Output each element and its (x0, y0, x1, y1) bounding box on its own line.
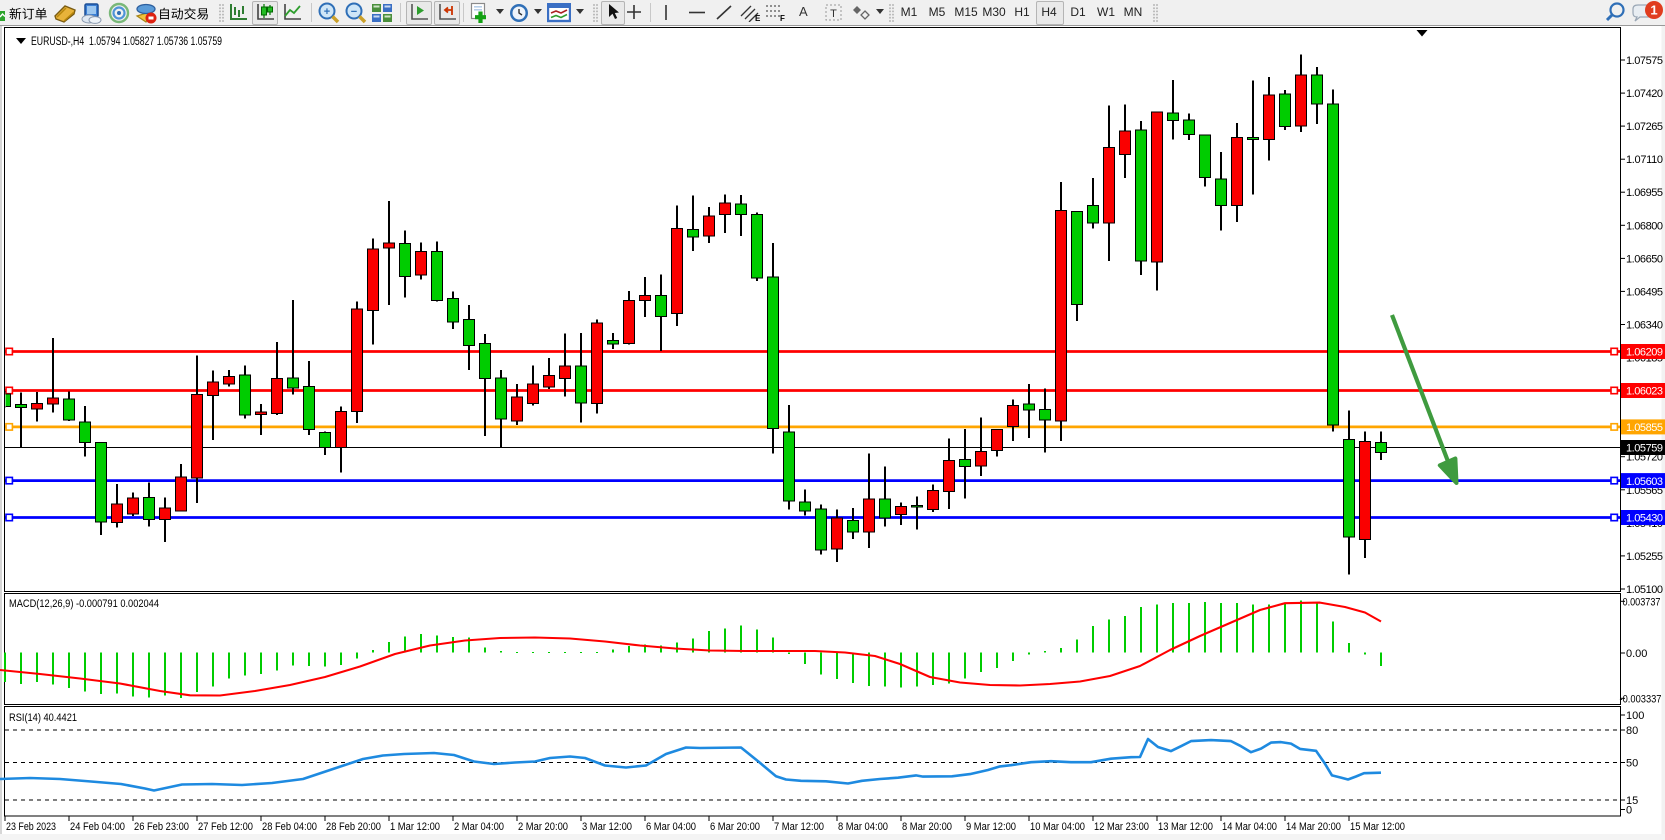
svg-text:80: 80 (1626, 725, 1638, 737)
svg-text:9 Mar 12:00: 9 Mar 12:00 (966, 821, 1016, 833)
svg-text:27 Feb 12:00: 27 Feb 12:00 (198, 821, 253, 833)
svg-text:-0.003337: -0.003337 (1620, 693, 1662, 705)
svg-text:8 Mar 04:00: 8 Mar 04:00 (838, 821, 888, 833)
svg-text:1.06800: 1.06800 (1626, 220, 1663, 232)
svg-text:23 Feb 2023: 23 Feb 2023 (6, 821, 56, 833)
svg-text:MACD(12,26,9) -0.000791 0.0020: MACD(12,26,9) -0.000791 0.002044 (9, 598, 159, 610)
svg-text:1.07265: 1.07265 (1626, 121, 1663, 133)
svg-text:1.05603: 1.05603 (1626, 476, 1663, 488)
svg-text:15 Mar 12:00: 15 Mar 12:00 (1350, 821, 1405, 833)
svg-text:1.06650: 1.06650 (1626, 253, 1663, 265)
svg-text:0.003737: 0.003737 (1623, 596, 1661, 608)
svg-text:15: 15 (1626, 795, 1638, 807)
svg-text:1.07575: 1.07575 (1626, 55, 1663, 67)
svg-text:1.06340: 1.06340 (1626, 320, 1663, 332)
svg-text:6 Mar 20:00: 6 Mar 20:00 (710, 821, 760, 833)
svg-text:1.06495: 1.06495 (1626, 286, 1663, 298)
svg-text:8 Mar 20:00: 8 Mar 20:00 (902, 821, 952, 833)
svg-text:1.05255: 1.05255 (1626, 551, 1663, 563)
svg-text:12 Mar 23:00: 12 Mar 23:00 (1094, 821, 1149, 833)
svg-text:T: T (830, 8, 837, 20)
svg-text:1.07420: 1.07420 (1626, 88, 1663, 100)
svg-text:100: 100 (1626, 710, 1644, 722)
svg-text:6 Mar 04:00: 6 Mar 04:00 (646, 821, 696, 833)
svg-text:28 Feb 04:00: 28 Feb 04:00 (262, 821, 317, 833)
svg-text:0.00: 0.00 (1626, 648, 1647, 660)
svg-text:26 Feb 23:00: 26 Feb 23:00 (134, 821, 189, 833)
svg-text:7 Mar 12:00: 7 Mar 12:00 (774, 821, 824, 833)
svg-text:RSI(14) 40.4421: RSI(14) 40.4421 (9, 712, 77, 724)
svg-text:1.06955: 1.06955 (1626, 187, 1663, 199)
svg-text:1 Mar 12:00: 1 Mar 12:00 (390, 821, 440, 833)
svg-text:2 Mar 04:00: 2 Mar 04:00 (454, 821, 504, 833)
svg-text:1.07110: 1.07110 (1626, 154, 1663, 166)
svg-text:2 Mar 20:00: 2 Mar 20:00 (518, 821, 568, 833)
svg-text:1.05759: 1.05759 (1626, 443, 1663, 455)
svg-text:1.05100: 1.05100 (1626, 584, 1663, 596)
svg-text:13 Mar 12:00: 13 Mar 12:00 (1158, 821, 1213, 833)
svg-text:EURUSD-,H4 1.05794 1.05827 1.: EURUSD-,H4 1.05794 1.05827 1.05736 1.057… (31, 36, 222, 48)
svg-text:−: − (351, 6, 357, 18)
svg-text:1: 1 (1650, 3, 1657, 18)
svg-text:1.06023: 1.06023 (1626, 386, 1663, 398)
svg-text:0: 0 (1626, 805, 1632, 817)
svg-text:F: F (780, 14, 785, 22)
svg-text:14 Mar 04:00: 14 Mar 04:00 (1222, 821, 1277, 833)
svg-text:28 Feb 20:00: 28 Feb 20:00 (326, 821, 381, 833)
svg-text:50: 50 (1626, 758, 1638, 770)
svg-text:24 Feb 04:00: 24 Feb 04:00 (70, 821, 125, 833)
svg-text:3 Mar 12:00: 3 Mar 12:00 (582, 821, 632, 833)
svg-text:10 Mar 04:00: 10 Mar 04:00 (1030, 821, 1085, 833)
svg-text:E: E (755, 14, 761, 22)
svg-text:1.06209: 1.06209 (1626, 347, 1663, 359)
svg-text:+: + (324, 6, 330, 18)
svg-text:1.05430: 1.05430 (1626, 513, 1663, 525)
svg-text:1.05855: 1.05855 (1626, 422, 1663, 434)
svg-text:14 Mar 20:00: 14 Mar 20:00 (1286, 821, 1341, 833)
